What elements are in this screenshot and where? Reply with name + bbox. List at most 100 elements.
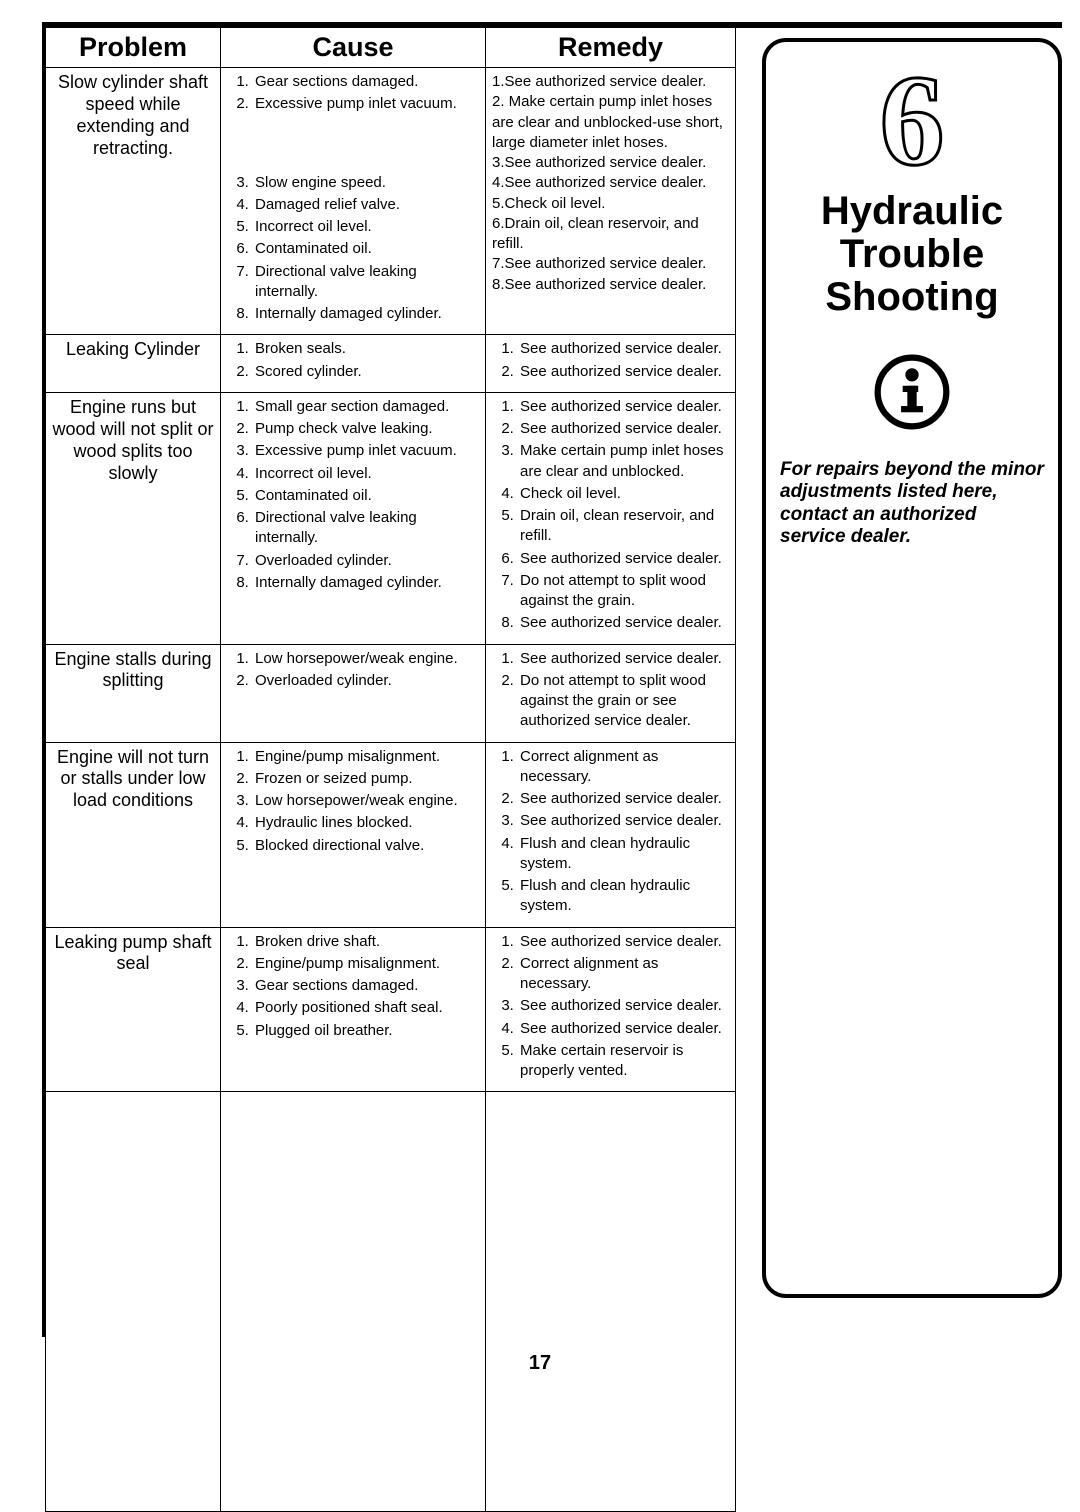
table-row: Engine will not turn or stalls under low… bbox=[46, 742, 736, 927]
header-remedy: Remedy bbox=[486, 28, 736, 68]
remedy-list: See authorized service dealer.Do not att… bbox=[492, 649, 729, 734]
remedy-item: See authorized service dealer. bbox=[518, 419, 729, 441]
cause-item: Excessive pump inlet vacuum. bbox=[253, 94, 479, 116]
remedy-cell: See authorized service dealer. See author… bbox=[486, 392, 736, 644]
cause-item: Slow engine speed. bbox=[253, 173, 479, 195]
cause-item: Contaminated oil. bbox=[253, 239, 479, 261]
remedy-cell: 1.See authorized service dealer. 2. Make… bbox=[486, 68, 736, 335]
cause-item: Low horsepower/weak engine. bbox=[253, 791, 479, 813]
remedy-list: See authorized service dealer.Correct al… bbox=[492, 932, 729, 1084]
info-icon bbox=[873, 353, 951, 431]
remedy-item: Flush and clean hydraulic system. bbox=[518, 876, 729, 919]
cause-item: Small gear section damaged. bbox=[253, 397, 479, 419]
cause-item: Contaminated oil. bbox=[253, 486, 479, 508]
table-row: Engine runs but wood will not split or w… bbox=[46, 392, 736, 644]
table-header-row: Problem Cause Remedy bbox=[46, 28, 736, 68]
sidebar-note: For repairs beyond the minor adjust­ment… bbox=[776, 459, 1048, 549]
cause-item: Engine/pump misalignment. bbox=[253, 954, 479, 976]
remedy-cell: See authorized service dealer.Correct al… bbox=[486, 927, 736, 1092]
cause-item: Broken drive shaft. bbox=[253, 932, 479, 954]
cause-cell: Engine/pump misalignment.Frozen or seize… bbox=[221, 742, 486, 927]
remedy-item: Correct alignment as necessary. bbox=[518, 954, 729, 997]
cause-item: Overloaded cylinder. bbox=[253, 671, 479, 693]
cause-item: Poorly positioned shaft seal. bbox=[253, 998, 479, 1020]
remedy-item: Do not attempt to split wood against the… bbox=[518, 671, 729, 734]
cause-item: Incorrect oil level. bbox=[253, 217, 479, 239]
chapter-title: Hydraulic Trouble Shooting bbox=[821, 190, 1003, 320]
empty-cell bbox=[46, 1092, 221, 1512]
remedy-item: See authorized service dealer. bbox=[518, 362, 729, 384]
chapter-title-line2: Trouble bbox=[840, 232, 984, 276]
remedy-cell: Correct alignment as necessary.See autho… bbox=[486, 742, 736, 927]
remedy-item: Correct alignment as necessary. bbox=[518, 747, 729, 790]
remedy-item: Flush and clean hydraulic system. bbox=[518, 834, 729, 877]
cause-cell: Broken seals.Scored cylinder. bbox=[221, 335, 486, 393]
cause-item: Directional valve leaking internally. bbox=[253, 508, 479, 551]
cause-item: Directional valve leaking internally. bbox=[253, 262, 479, 305]
sidebar: 6 Hydraulic Trouble Shooting For repairs… bbox=[736, 28, 1062, 1337]
page-number: 17 bbox=[0, 1352, 1080, 1375]
remedy-item: See authorized service dealer. bbox=[518, 649, 729, 671]
cause-cell: Gear sections damaged.Excessive pump inl… bbox=[221, 68, 486, 335]
cause-item: Excessive pump inlet vacuum. bbox=[253, 441, 479, 463]
remedy-item: Make certain reservoir is properly vente… bbox=[518, 1041, 729, 1084]
remedy-item: See authorized service dealer. bbox=[518, 932, 729, 954]
problem-cell: Engine stalls during splitting bbox=[46, 644, 221, 742]
remedy-item: Do not attempt to split wood against the… bbox=[518, 571, 729, 614]
problem-cell: Engine will not turn or stalls under low… bbox=[46, 742, 221, 927]
remedy-item: See authorized service dealer. bbox=[518, 613, 729, 635]
cause-item: Overloaded cylinder. bbox=[253, 551, 479, 573]
cause-item: Frozen or seized pump. bbox=[253, 769, 479, 791]
remedy-item: See authorized service dealer. bbox=[518, 789, 729, 811]
cause-item: Low horsepower/weak engine. bbox=[253, 649, 479, 671]
cause-list: Broken drive shaft.Engine/pump misalignm… bbox=[227, 932, 479, 1043]
remedy-cell: See authorized service dealer.See author… bbox=[486, 335, 736, 393]
chapter-title-line1: Hydraulic bbox=[821, 189, 1003, 233]
cause-cell: Broken drive shaft.Engine/pump misalignm… bbox=[221, 927, 486, 1092]
remedy-list: See authorized service dealer. See author… bbox=[492, 397, 729, 636]
remedy-item: Make certain pump inlet hoses are clear … bbox=[518, 441, 729, 484]
remedy-item: See authorized service dealer. bbox=[518, 1019, 729, 1041]
remedy-item: See authorized service dealer. bbox=[518, 811, 729, 833]
header-problem: Problem bbox=[46, 28, 221, 68]
remedy-raw: 1.See authorized service dealer. 2. Make… bbox=[492, 72, 729, 295]
cause-list: Engine/pump misalignment.Frozen or seize… bbox=[227, 747, 479, 858]
table-row: Leaking CylinderBroken seals.Scored cyli… bbox=[46, 335, 736, 393]
cause-item: Gear sections damaged. bbox=[253, 72, 479, 94]
cause-list: Low horsepower/weak engine.Overloaded cy… bbox=[227, 649, 479, 694]
cause-item: Incorrect oil level. bbox=[253, 464, 479, 486]
table-row: Engine stalls during splittingLow horsep… bbox=[46, 644, 736, 742]
cause-item: Scored cylinder. bbox=[253, 362, 479, 384]
troubleshooting-table: Problem Cause Remedy Slow cylinder shaft… bbox=[45, 28, 736, 1512]
problem-cell: Leaking pump shaft seal bbox=[46, 927, 221, 1092]
cause-item: Plugged oil breather. bbox=[253, 1021, 479, 1043]
manual-page: Problem Cause Remedy Slow cylinder shaft… bbox=[0, 0, 1080, 1397]
cause-item: Internally damaged cylinder. bbox=[253, 304, 479, 326]
remedy-item: See authorized service dealer. bbox=[518, 339, 729, 361]
remedy-item: See authorized service dealer. bbox=[518, 996, 729, 1018]
table-empty-row bbox=[46, 1092, 736, 1512]
remedy-cell: See authorized service dealer.Do not att… bbox=[486, 644, 736, 742]
cause-item: Broken seals. bbox=[253, 339, 479, 361]
problem-cell: Slow cylinder shaft speed while extendin… bbox=[46, 68, 221, 335]
header-cause: Cause bbox=[221, 28, 486, 68]
table-row: Slow cylinder shaft speed while extendin… bbox=[46, 68, 736, 335]
cause-item: Pump check valve leaking. bbox=[253, 419, 479, 441]
problem-cell: Leaking Cylinder bbox=[46, 335, 221, 393]
cause-list: Small gear section damaged.Pump check va… bbox=[227, 397, 479, 595]
chapter-panel: 6 Hydraulic Trouble Shooting For repairs… bbox=[762, 38, 1062, 1298]
cause-cell: Low horsepower/weak engine.Overloaded cy… bbox=[221, 644, 486, 742]
remedy-item: Check oil level. bbox=[518, 484, 729, 506]
cause-item: Blocked directional valve. bbox=[253, 836, 479, 858]
cause-list: Broken seals.Scored cylinder. bbox=[227, 339, 479, 384]
chapter-number: 6 bbox=[880, 60, 945, 184]
remedy-item: See authorized service dealer. bbox=[518, 549, 729, 571]
cause-item: Engine/pump misalignment. bbox=[253, 747, 479, 769]
cause-item: Gear sections damaged. bbox=[253, 976, 479, 998]
troubleshooting-table-wrap: Problem Cause Remedy Slow cylinder shaft… bbox=[45, 28, 736, 1337]
cause-item: Damaged relief valve. bbox=[253, 195, 479, 217]
cause-list: Gear sections damaged.Excessive pump inl… bbox=[227, 72, 479, 326]
empty-cell bbox=[221, 1092, 486, 1512]
content-area: Problem Cause Remedy Slow cylinder shaft… bbox=[45, 28, 1062, 1337]
cause-item: Internally damaged cylinder. bbox=[253, 573, 479, 595]
